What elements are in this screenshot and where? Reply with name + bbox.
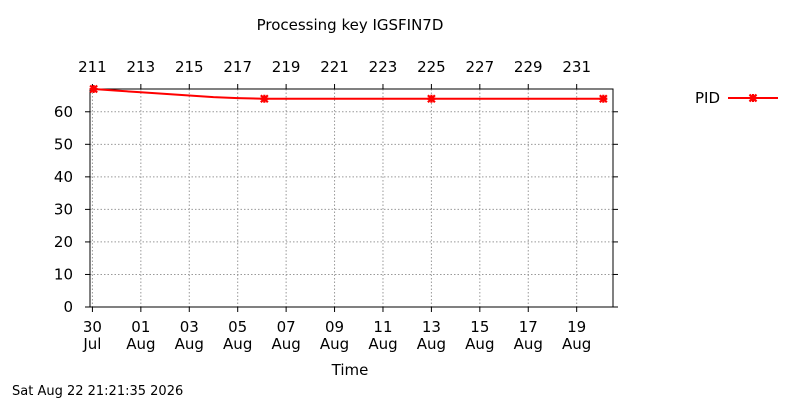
x-top-tick-label: 215	[175, 58, 204, 76]
data-point-marker	[89, 84, 98, 94]
x-tick-label-day: 01	[131, 318, 150, 336]
x-top-tick-label: 227	[466, 58, 495, 76]
x-tick-label-day: 07	[277, 318, 296, 336]
y-tick-label: 20	[54, 233, 73, 251]
x-tick-label-month: Aug	[465, 335, 494, 353]
x-axis-label: Time	[331, 361, 369, 379]
x-tick-label-month: Aug	[562, 335, 591, 353]
x-tick-label-day: 11	[373, 318, 392, 336]
x-tick-label-day: 03	[180, 318, 199, 336]
chart-title: Processing key IGSFIN7D	[257, 16, 444, 34]
y-tick-label: 50	[54, 135, 73, 153]
x-tick-label-day: 05	[228, 318, 247, 336]
y-tick-label: 10	[54, 265, 73, 283]
x-tick-label-month: Aug	[368, 335, 397, 353]
legend: PID	[695, 89, 778, 107]
data-point-marker	[427, 94, 436, 104]
y-tick-label: 30	[54, 200, 73, 218]
x-top-tick-label: 219	[272, 58, 301, 76]
x-top-tick-label: 231	[562, 58, 591, 76]
data-point-marker	[260, 94, 269, 104]
footer-timestamp: Sat Aug 22 21:21:35 2026	[12, 384, 183, 399]
x-tick-label-month: Jul	[82, 335, 101, 353]
x-tick-label-month: Aug	[223, 335, 252, 353]
x-tick-label-month: Aug	[175, 335, 204, 353]
x-tick-label-month: Aug	[514, 335, 543, 353]
y-tick-label: 0	[63, 298, 73, 316]
series-line-pid	[93, 88, 604, 100]
marker-glyph	[89, 84, 98, 94]
y-tick-label: 60	[54, 103, 73, 121]
x-tick-label-day: 15	[470, 318, 489, 336]
x-top-tick-label: 217	[223, 58, 252, 76]
x-top-tick-label: 229	[514, 58, 543, 76]
x-tick-label-day: 17	[519, 318, 538, 336]
x-top-tick-label: 225	[417, 58, 446, 76]
x-top-tick-label: 211	[78, 58, 107, 76]
series-layer	[89, 84, 608, 104]
axis-ticks: 30Jul21101Aug21303Aug21505Aug21707Aug219…	[54, 58, 618, 353]
legend-marker	[748, 93, 758, 103]
x-top-tick-label: 221	[320, 58, 349, 76]
marker-glyph	[427, 94, 436, 104]
x-tick-label-month: Aug	[271, 335, 300, 353]
x-tick-label-day: 30	[83, 318, 102, 336]
marker-glyph	[260, 94, 269, 104]
x-tick-label-month: Aug	[126, 335, 155, 353]
legend-label: PID	[695, 89, 720, 107]
x-top-tick-label: 213	[127, 58, 156, 76]
y-tick-label: 40	[54, 168, 73, 186]
x-top-tick-label: 223	[369, 58, 398, 76]
data-point-marker	[599, 94, 608, 104]
plot-frame	[89, 88, 614, 308]
x-tick-label-month: Aug	[320, 335, 349, 353]
x-tick-label-day: 13	[422, 318, 441, 336]
grid	[90, 89, 613, 307]
x-tick-label-day: 09	[325, 318, 344, 336]
x-tick-label-day: 19	[567, 318, 586, 336]
x-tick-label-month: Aug	[417, 335, 446, 353]
marker-glyph	[599, 94, 608, 104]
